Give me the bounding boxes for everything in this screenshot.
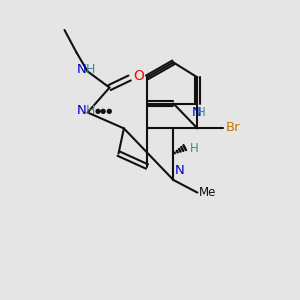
Text: O: O <box>133 70 144 83</box>
Text: N: N <box>76 63 86 76</box>
Text: N: N <box>76 104 86 118</box>
Text: ●●●: ●●● <box>95 108 113 114</box>
Text: N: N <box>192 106 202 119</box>
Text: H: H <box>190 142 198 155</box>
Text: H: H <box>86 63 95 76</box>
Text: Me: Me <box>199 186 216 199</box>
Text: N: N <box>175 164 184 177</box>
Text: H: H <box>86 104 95 118</box>
Text: Br: Br <box>226 121 240 134</box>
Text: H: H <box>197 106 206 119</box>
